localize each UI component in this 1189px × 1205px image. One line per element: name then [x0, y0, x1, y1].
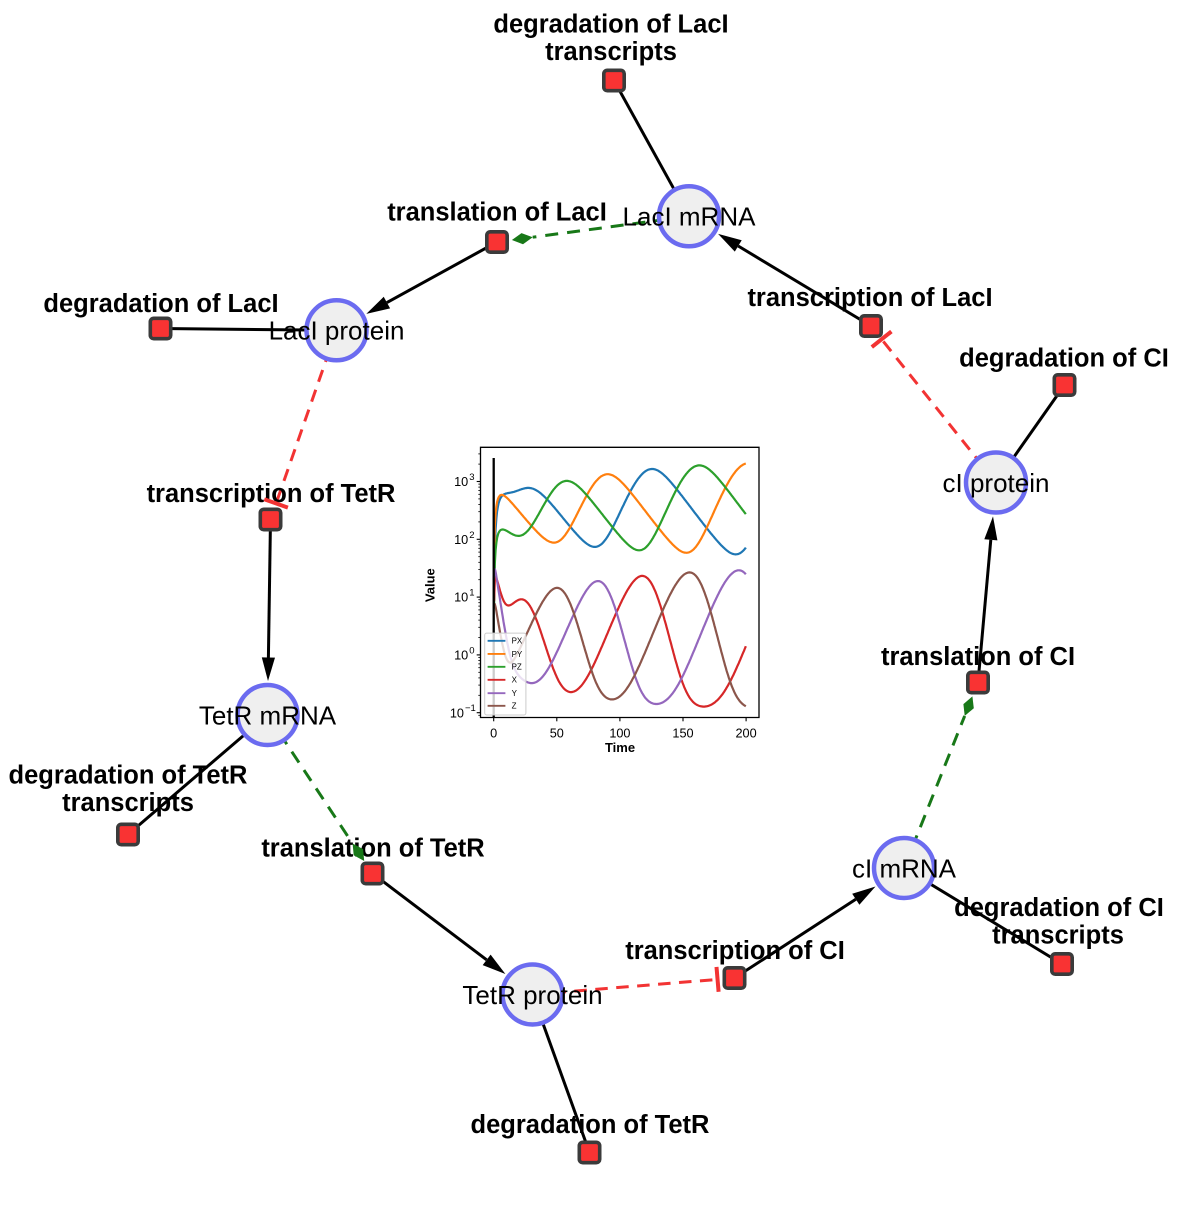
svg-text:Value: Value — [423, 568, 438, 602]
svg-text:degradation of LacI: degradation of LacI — [43, 290, 278, 318]
svg-text:1: 1 — [469, 588, 474, 599]
svg-text:LacI protein: LacI protein — [269, 316, 405, 346]
svg-text:degradation of LacI: degradation of LacI — [493, 11, 728, 39]
svg-text:10: 10 — [454, 533, 468, 547]
svg-text:0: 0 — [490, 726, 497, 740]
svg-text:transcripts: transcripts — [992, 922, 1124, 950]
svg-text:cI mRNA: cI mRNA — [852, 853, 957, 883]
svg-text:transcripts: transcripts — [62, 789, 194, 817]
svg-text:Y: Y — [512, 689, 518, 698]
svg-text:TetR mRNA: TetR mRNA — [199, 700, 337, 730]
svg-text:transcription of CI: transcription of CI — [625, 937, 845, 965]
svg-text:10: 10 — [454, 591, 468, 605]
svg-text:3: 3 — [469, 472, 474, 483]
svg-text:10: 10 — [454, 649, 468, 663]
svg-text:Time: Time — [605, 740, 635, 755]
svg-text:transcription of TetR: transcription of TetR — [147, 480, 396, 508]
svg-text:100: 100 — [609, 726, 630, 740]
svg-text:PX: PX — [512, 637, 523, 646]
svg-text:degradation of CI: degradation of CI — [954, 894, 1164, 922]
svg-text:transcripts: transcripts — [545, 38, 677, 66]
svg-text:10: 10 — [454, 475, 468, 489]
svg-text:PZ: PZ — [512, 663, 522, 672]
svg-text:degradation of CI: degradation of CI — [959, 345, 1169, 373]
svg-text:Z: Z — [512, 702, 517, 711]
svg-text:TetR protein: TetR protein — [462, 980, 602, 1010]
svg-text:200: 200 — [736, 726, 757, 740]
svg-text:translation of LacI: translation of LacI — [387, 199, 607, 227]
svg-text:degradation of TetR: degradation of TetR — [9, 762, 248, 790]
svg-text:PY: PY — [512, 650, 523, 659]
svg-text:cI protein: cI protein — [943, 468, 1050, 498]
svg-text:150: 150 — [672, 726, 693, 740]
svg-text:50: 50 — [550, 726, 564, 740]
svg-text:2: 2 — [469, 530, 474, 541]
svg-text:degradation of TetR: degradation of TetR — [471, 1111, 710, 1139]
svg-text:X: X — [512, 676, 518, 685]
svg-text:translation of CI: translation of CI — [881, 643, 1075, 671]
svg-text:0: 0 — [469, 645, 474, 656]
svg-text:translation of TetR: translation of TetR — [261, 835, 484, 863]
svg-text:−1: −1 — [465, 703, 476, 714]
svg-text:10: 10 — [450, 706, 464, 720]
svg-text:transcription of LacI: transcription of LacI — [747, 284, 992, 312]
svg-text:LacI mRNA: LacI mRNA — [623, 202, 757, 232]
